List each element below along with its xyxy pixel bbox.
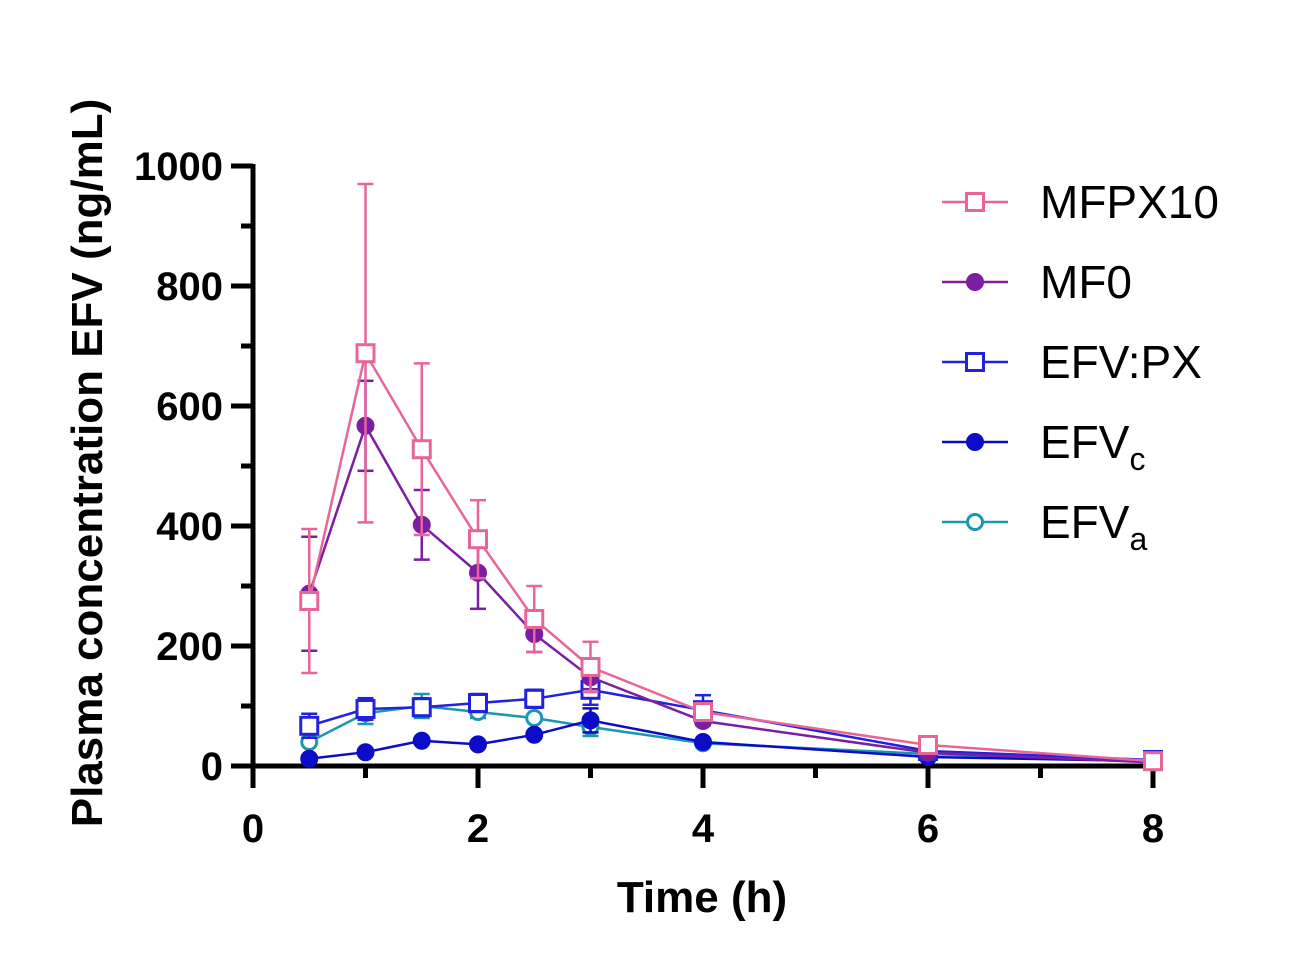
legend-marker [965,352,985,372]
legend-label-main: MFPX10 [1040,176,1219,228]
data-point [355,699,376,719]
data-point [300,749,319,768]
data-point [693,702,713,722]
y-tick-label: 400 [156,505,223,549]
data-point [1143,751,1163,772]
series-efvc [300,707,1162,771]
series-efv-px [299,673,1163,770]
data-point [918,735,938,755]
x-tick-label: 8 [1142,807,1164,851]
data-point [524,609,545,629]
legend-label-main: EFV:PX [1040,336,1202,388]
legend-item: EFVc [942,416,1145,477]
y-tick-label: 0 [201,745,223,789]
data-point [524,688,545,709]
data-point [525,709,544,727]
x-ticks: 0 2 4 6 8 [242,766,1164,851]
data-point [469,735,487,754]
data-point [411,439,432,460]
data-point [355,343,376,364]
legend-label: EFVc [1040,416,1145,477]
legend-label: EFVa [1040,496,1147,557]
legend-marker [966,513,984,531]
legend-item: EFVa [942,496,1147,557]
legend-label-main: MF0 [1040,256,1132,308]
axes: 0 200 400 600 800 1000 0 2 4 6 8 [134,145,1164,851]
legend-label: EFV:PX [1040,336,1202,388]
data-point [580,657,601,677]
data-point [468,529,488,550]
legend-item: EFV:PX [942,336,1202,388]
legend-label-subscript: a [1129,521,1147,557]
legend-marker [966,433,984,451]
data-point [525,725,544,744]
data-point [412,731,431,750]
data-point [581,711,600,730]
y-tick-label: 800 [156,265,223,309]
legend-label: MFPX10 [1040,176,1219,228]
legend-label-subscript: c [1129,441,1145,477]
series-line [308,422,1154,764]
x-tick-label: 6 [917,807,939,851]
legend-marker [966,273,984,291]
legend-label-main: EFV [1040,496,1130,548]
legend-item: MFPX10 [942,176,1219,228]
x-axis-title: Time (h) [617,873,787,922]
y-tick-label: 200 [156,625,223,669]
y-axis-title: Plasma concentration EFV (ng/mL) [63,99,112,828]
data-point [356,743,375,762]
y-tick-label: 1000 [134,145,223,189]
series-line [308,349,1154,763]
x-tick-label: 4 [692,807,715,851]
data-point [299,591,320,611]
data-point [694,733,712,751]
y-tick-label: 600 [156,385,223,429]
series-mfpx10 [299,182,1163,772]
plot-area [299,182,1163,772]
legend-marker [965,192,985,212]
data-point [468,693,488,713]
legend-label: MF0 [1040,256,1132,308]
y-ticks: 0 200 400 600 800 1000 [134,145,253,789]
x-tick-label: 0 [242,807,264,851]
legend-label-main: EFV [1040,416,1130,468]
x-tick-label: 2 [467,807,489,851]
data-point [411,697,432,718]
legend-item: MF0 [942,256,1132,308]
data-point [299,715,320,736]
